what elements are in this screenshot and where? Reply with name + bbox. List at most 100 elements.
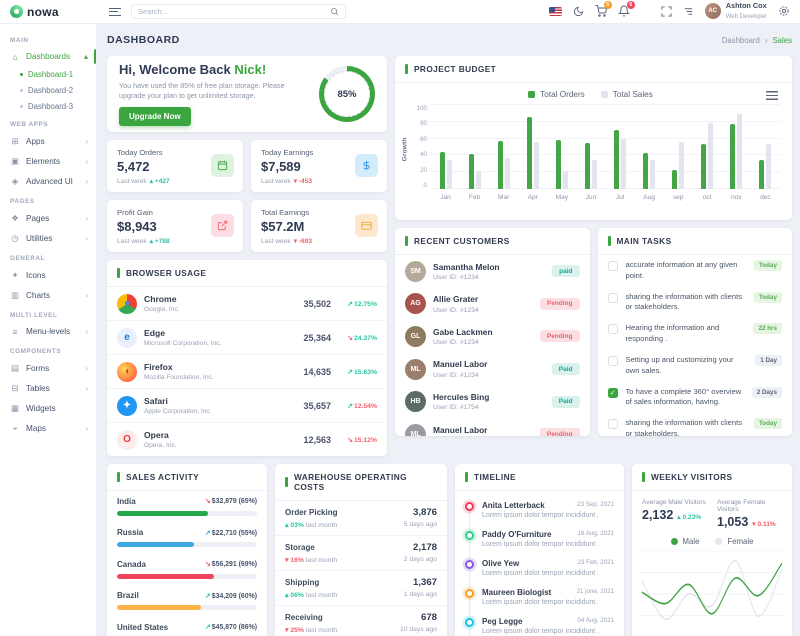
- cart-icon[interactable]: 5: [595, 1, 612, 18]
- sidebar-item-pages[interactable]: ❖ Pages ›: [0, 208, 96, 228]
- storage-progress-label: 85%: [324, 71, 370, 117]
- search-input[interactable]: [138, 7, 330, 16]
- task-row: ✓ sharing the information with clients o…: [598, 287, 793, 319]
- sidebar-item-icons[interactable]: ✦ Icons: [0, 265, 96, 285]
- external-link-icon: [211, 214, 234, 237]
- timeline-dot: [465, 501, 474, 511]
- customer-avatar: GL: [405, 325, 426, 347]
- sidebar-subitem-dashboard-3[interactable]: Dashboard-3: [0, 98, 96, 114]
- sidebar-item-maps[interactable]: ⌖ Maps ›: [0, 418, 96, 438]
- sidebar-subitem-label: Dashboard-2: [28, 85, 74, 95]
- customer-row: GL Gabe Lackmen User ID: #1234 Pending: [395, 320, 590, 353]
- language-flag-icon[interactable]: [548, 6, 562, 16]
- task-checkbox[interactable]: ✓: [607, 261, 618, 272]
- advanced-ui-icon: ◈: [11, 175, 19, 186]
- x-axis-labels: Jan Feb Mar Apr May Jun Jul Aug sep oct nov dec: [440, 194, 771, 201]
- welcome-body: You have used the 85% of free plan stora…: [119, 80, 285, 100]
- task-checkbox[interactable]: ✓: [607, 387, 618, 398]
- task-row: ✓ sharing the information with clients o…: [598, 413, 793, 436]
- sidebar-item-charts[interactable]: ▥ Charts ›: [0, 285, 96, 305]
- task-checkbox[interactable]: ✓: [607, 419, 618, 430]
- legend-total-sales: Total Sales: [600, 90, 653, 99]
- task-row: ✓ accurate information at any given poin…: [598, 255, 793, 287]
- payment-status-badge: Pending: [539, 297, 580, 310]
- task-checkbox[interactable]: ✓: [607, 324, 618, 335]
- sidebar-toggle-icon[interactable]: [109, 7, 121, 16]
- sales-activity-row: United States ↗$45,870 (86%): [117, 622, 257, 632]
- chevron-icon: ›: [85, 383, 88, 393]
- tables-icon: ⊟: [11, 382, 19, 393]
- sidebar-item-widgets[interactable]: ▦ Widgets: [0, 398, 96, 418]
- bullet-icon: [20, 72, 23, 76]
- sales-activity-row: Canada ↘$56,291 (69%): [107, 554, 267, 586]
- upgrade-now-button[interactable]: Upgrade Now: [119, 107, 191, 127]
- customer-row: AG Allie Grater User ID: #1234 Pending: [395, 288, 590, 321]
- search-icon[interactable]: [330, 7, 339, 16]
- browser-row: e Edge Microsoft Corporation, Inc. 25,364…: [107, 321, 387, 355]
- maps-icon: ⌖: [12, 422, 18, 433]
- settings-gear-icon[interactable]: [778, 5, 790, 17]
- sidebar-item-utilities[interactable]: ◷ Utilities ›: [0, 228, 96, 248]
- notifications-bell-icon[interactable]: 6: [617, 1, 635, 17]
- stat-card-today-orders: Today Orders 5,472 Last week ▴ +427: [107, 140, 243, 192]
- bar-group-dec: [751, 105, 780, 189]
- sidebar-item-label: Pages: [26, 213, 50, 223]
- global-search: [131, 4, 346, 19]
- customer-avatar: HB: [405, 391, 426, 413]
- task-due-badge: 22 hrs: [753, 323, 782, 335]
- page-title: DASHBOARD: [107, 34, 180, 46]
- customer-avatar: AG: [405, 293, 426, 315]
- timeline-dot: [465, 588, 474, 598]
- sidebar-section-label: PAGES: [10, 198, 35, 205]
- line-female: [641, 559, 783, 621]
- home-icon: ⌂: [12, 51, 18, 62]
- breadcrumb-sales[interactable]: Sales: [772, 35, 792, 45]
- bar-group-jul: [605, 105, 634, 189]
- warehouse-costs-card: WAREHOUSE OPERATING COSTS Order Picking 3…: [275, 464, 447, 636]
- breadcrumb-dashboard[interactable]: Dashboard: [721, 35, 760, 45]
- sidebar-item-tables[interactable]: ⊟ Tables ›: [0, 378, 96, 398]
- fullscreen-icon[interactable]: [661, 6, 672, 17]
- legend-total-orders: Total Orders: [528, 90, 585, 99]
- cart-badge: 5: [603, 1, 612, 10]
- sidebar-item-apps[interactable]: ⊞ Apps ›: [0, 131, 96, 151]
- payment-status-badge: Pending: [539, 330, 580, 343]
- legend-female: Female: [715, 537, 753, 546]
- project-budget-chart: Growth 100 80 60 40 20 0 Jan Feb Mar Apr May Jun Ju…: [401, 104, 780, 201]
- sidebar-subitem-label: Dashboard-1: [28, 69, 74, 79]
- us-flag-icon: [548, 6, 562, 16]
- sales-progress-bar: [117, 510, 208, 516]
- project-budget-card: PROJECT BUDGET Total Orders Total Sales …: [395, 56, 792, 220]
- logo[interactable]: nowa: [0, 5, 97, 19]
- line-male: [641, 563, 783, 615]
- sidebar-subitem-dashboard-2[interactable]: Dashboard-2: [0, 82, 96, 98]
- legend-male: Male: [670, 537, 699, 546]
- task-due-badge: Today: [753, 418, 782, 430]
- sales-progress-bar: [117, 542, 194, 547]
- timeline-dot: [465, 530, 474, 540]
- sidebar-item-elements[interactable]: ▣ Elements ›: [0, 151, 96, 171]
- trend-arrow-icon: ↘: [347, 436, 353, 444]
- bar-group-may: [547, 105, 576, 189]
- welcome-user-name: Nick!: [234, 61, 267, 77]
- sidebar-item-forms[interactable]: ▤ Forms ›: [0, 358, 96, 378]
- task-checkbox[interactable]: ✓: [607, 356, 618, 367]
- apps-grid-icon[interactable]: [641, 7, 650, 16]
- sidebar-item-menu-levels[interactable]: ≡ Menu-levels ›: [0, 322, 96, 341]
- dark-mode-icon[interactable]: [573, 6, 584, 17]
- browser-icon: ◖: [117, 361, 137, 382]
- chart-menu-icon[interactable]: [766, 91, 778, 100]
- sidebar-item-advanced-ui[interactable]: ◈ Advanced UI ›: [0, 171, 96, 191]
- sidebar-subitem-dashboard-1[interactable]: Dashboard-1: [0, 66, 96, 82]
- warehouse-row: Shipping 1,367 ▴ 06% last month 1 days ag…: [275, 571, 447, 606]
- bullet-icon: [20, 88, 23, 92]
- forms-icon: ▤: [10, 362, 20, 373]
- task-row: ✓ To have a complete 360° overview of sa…: [598, 382, 793, 414]
- sidebar-item-dashboards[interactable]: ⌂ Dashboards ▴: [0, 47, 96, 66]
- user-role: Web Developer: [725, 13, 767, 20]
- filter-icon[interactable]: [683, 6, 694, 17]
- user-menu[interactable]: AC Ashton Cox Web Developer: [704, 1, 767, 22]
- task-checkbox[interactable]: ✓: [607, 292, 618, 303]
- sales-progress-bar: [117, 605, 201, 610]
